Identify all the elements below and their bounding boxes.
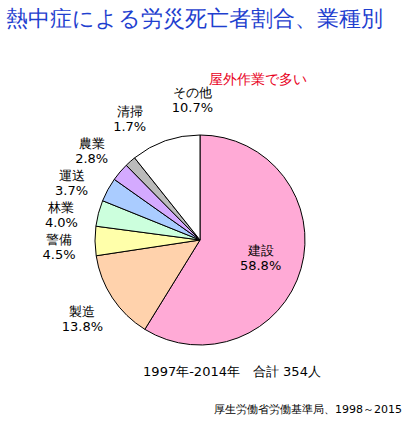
data-label: 4.0% <box>45 215 78 230</box>
slice <box>135 135 200 240</box>
category-label: 建設 <box>247 243 274 258</box>
slices <box>95 135 305 345</box>
category-label: 警備 <box>46 232 72 247</box>
caption: 1997年-2014年 合計 354人 <box>143 364 321 379</box>
data-label: 1.7% <box>113 119 146 134</box>
data-label: 4.5% <box>43 247 76 262</box>
background <box>0 0 412 424</box>
source: 厚生労働省労働基準局、1998～2015 <box>214 403 402 416</box>
category-label: 製造 <box>69 304 95 319</box>
category-label: 林業 <box>47 200 74 215</box>
data-label: 13.8% <box>62 319 103 334</box>
data-label: 58.8% <box>240 258 281 273</box>
category-label: 農業 <box>79 136 105 151</box>
category-label: 清掃 <box>117 104 143 119</box>
title: 熱中症による労災死亡者割合、業種別 <box>6 6 383 31</box>
category-label: その他 <box>173 85 212 100</box>
data-label: 2.8% <box>75 151 108 166</box>
labels: 建設58.8% 製造13.8% 警備4.5% 林業4.0% 運送3.7% 農業2.8% 清掃… <box>43 85 282 334</box>
category-label: 運送 <box>59 168 85 183</box>
subtitle: 屋外作業で多い <box>209 71 307 87</box>
data-label: 3.7% <box>55 183 88 198</box>
data-label: 10.7% <box>172 100 213 115</box>
chart: 熱中症による労災死亡者割合、業種別屋外作業で多い建設58.8% 製造13.8% 警備… <box>0 0 412 424</box>
